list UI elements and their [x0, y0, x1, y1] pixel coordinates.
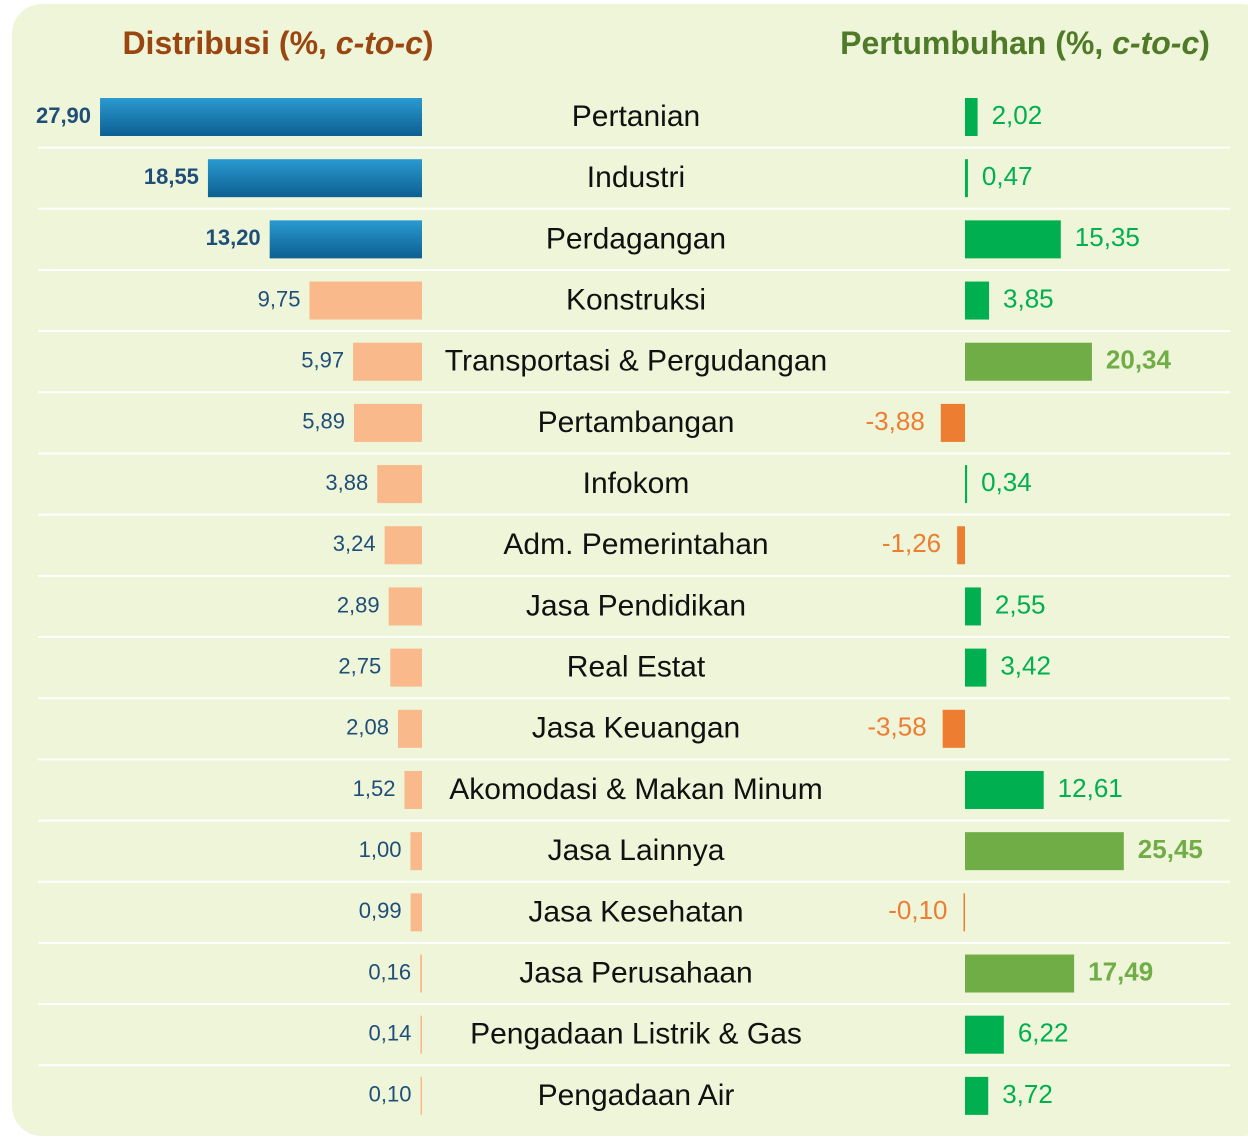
bar: [397, 709, 422, 748]
bar: [390, 648, 422, 687]
bar: [388, 587, 422, 626]
value-label: -0,10: [888, 895, 947, 925]
value-label: 0,34: [981, 467, 1032, 497]
value-label: 2,89: [337, 592, 380, 617]
value-label: -3,88: [866, 406, 925, 436]
category-label: Jasa Perusahaan: [519, 956, 753, 989]
value-label: 2,75: [338, 653, 381, 678]
value-label: 12,61: [1058, 773, 1123, 803]
bar: [377, 465, 422, 504]
value-label: 0,47: [982, 161, 1033, 191]
category-label: Jasa Lainnya: [548, 834, 725, 867]
value-label: 3,72: [1002, 1079, 1053, 1109]
value-label: 2,02: [992, 100, 1043, 130]
value-label: 3,24: [333, 531, 376, 556]
bar: [942, 709, 965, 748]
bar: [354, 403, 422, 442]
value-label: 17,49: [1088, 956, 1153, 986]
value-label: 3,88: [325, 470, 368, 495]
bar: [420, 954, 422, 993]
category-label: Pertanian: [572, 100, 700, 133]
value-label: 0,16: [368, 959, 411, 984]
value-label: 25,45: [1138, 834, 1203, 864]
value-label: -1,26: [882, 528, 941, 558]
bar: [420, 1076, 422, 1115]
bar: [410, 832, 422, 871]
category-label: Pertambangan: [538, 406, 735, 439]
bar: [410, 893, 422, 932]
value-label: 0,14: [369, 1021, 412, 1046]
value-label: 1,52: [353, 776, 396, 801]
bar: [957, 526, 965, 565]
bar: [965, 220, 1061, 259]
value-label: 18,55: [144, 164, 199, 189]
bar: [965, 770, 1044, 809]
category-label: Real Estat: [567, 651, 706, 684]
value-label: 0,10: [369, 1082, 412, 1107]
value-label: 0,99: [359, 898, 402, 923]
value-label: -3,58: [867, 712, 926, 742]
bar: [963, 893, 965, 932]
category-label: Transportasi & Pergudangan: [445, 345, 827, 378]
bar: [965, 342, 1092, 381]
category-label: Pengadaan Air: [538, 1079, 735, 1112]
bar: [965, 832, 1124, 871]
bar: [404, 770, 422, 809]
bar: [965, 98, 978, 136]
category-label: Konstruksi: [566, 283, 706, 316]
category-label: Jasa Keuangan: [532, 712, 741, 745]
value-label: 3,85: [1003, 283, 1054, 313]
series-title: Distribusi (%, c-to-c): [122, 25, 433, 61]
bar: [965, 1076, 989, 1115]
category-label: Industri: [587, 161, 685, 194]
value-label: 1,00: [359, 837, 402, 862]
bar: [353, 342, 422, 381]
bar: [965, 281, 990, 320]
value-label: 13,20: [206, 225, 261, 250]
value-label: 9,75: [258, 286, 301, 311]
value-label: 5,97: [301, 348, 344, 373]
category-label: Adm. Pemerintahan: [503, 528, 768, 561]
bar: [965, 159, 968, 198]
bar: [309, 281, 422, 320]
value-label: 2,55: [995, 589, 1046, 619]
bar: [965, 648, 987, 687]
category-label: Perdagangan: [546, 222, 726, 255]
value-label: 15,35: [1075, 222, 1140, 252]
value-label: 5,89: [302, 409, 345, 434]
bar: [965, 587, 981, 626]
category-label: Pengadaan Listrik & Gas: [470, 1018, 802, 1051]
series-title: Pertumbuhan (%, c-to-c): [840, 25, 1210, 61]
bar: [207, 159, 422, 198]
value-label: 20,34: [1106, 345, 1172, 375]
bar: [965, 465, 968, 504]
bar: [965, 1015, 1004, 1054]
category-label: Akomodasi & Makan Minum: [449, 773, 822, 806]
bar: [384, 526, 422, 565]
value-label: 6,22: [1018, 1018, 1069, 1048]
bar: [269, 220, 422, 259]
bar: [100, 98, 422, 136]
category-label: Jasa Kesehatan: [528, 895, 743, 928]
bar: [940, 403, 965, 442]
bar: [965, 954, 1075, 993]
value-label: 27,90: [36, 103, 91, 128]
category-label: Jasa Pendidikan: [526, 589, 746, 622]
category-label: Infokom: [583, 467, 690, 500]
bar: [420, 1015, 422, 1054]
value-label: 2,08: [346, 715, 389, 740]
value-label: 3,42: [1000, 650, 1051, 680]
